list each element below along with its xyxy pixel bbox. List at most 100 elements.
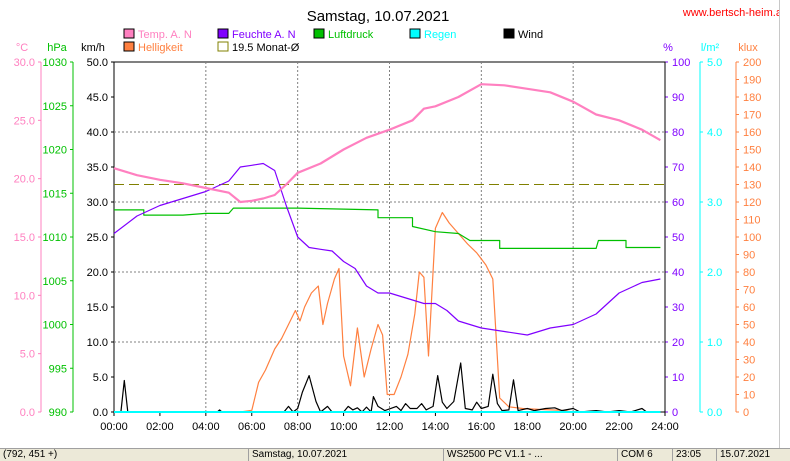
x-tick-label: 08:00 bbox=[284, 421, 312, 433]
wind-tick-label: 30.0 bbox=[87, 197, 108, 209]
light-tick-label: 200 bbox=[743, 57, 761, 69]
light-tick-label: 100 bbox=[743, 232, 761, 244]
light-tick-label: 180 bbox=[743, 92, 761, 104]
legend-swatch bbox=[409, 28, 421, 39]
rain-tick-label: 4.0 bbox=[707, 127, 722, 139]
status-port: COM 6 bbox=[617, 449, 671, 461]
humidity-tick-label: 0 bbox=[672, 407, 678, 419]
pressure-tick-label: 1015 bbox=[43, 188, 67, 200]
rain-tick-label: 5.0 bbox=[707, 57, 722, 69]
series-line-feuchte-a-n bbox=[113, 162, 661, 336]
legend: Temp. A. N Feuchte A. N Luftdruck Regen Wind… bbox=[123, 28, 543, 54]
light-tick-label: 30 bbox=[743, 355, 755, 367]
x-tick-label: 24:00 bbox=[651, 421, 679, 433]
humidity-tick-label: 10 bbox=[672, 372, 684, 384]
light-tick-label: 70 bbox=[743, 285, 755, 297]
legend-label: Luftdruck bbox=[328, 29, 374, 41]
legend-label: Regen bbox=[424, 29, 456, 41]
pressure-tick-label: 1000 bbox=[43, 320, 67, 332]
weather-chart: Samstag, 10.07.2021 www.bertsch-heim.at … bbox=[14, 7, 785, 433]
legend-swatch bbox=[313, 28, 325, 39]
pressure-axis-unit: hPa bbox=[47, 42, 67, 54]
x-tick-label: 00:00 bbox=[100, 421, 128, 433]
series-line-temp-a-n bbox=[113, 83, 661, 204]
humidity-tick-label: 90 bbox=[672, 92, 684, 104]
light-tick-label: 80 bbox=[743, 267, 755, 279]
legend-swatch bbox=[217, 41, 229, 52]
legend-swatch bbox=[503, 28, 515, 39]
status-date: Samstag, 10.07.2021 bbox=[248, 449, 442, 461]
pressure-tick-label: 990 bbox=[49, 407, 67, 419]
status-device: WS2500 PC V1.1 - ... bbox=[443, 449, 617, 461]
humidity-tick-label: 40 bbox=[672, 267, 684, 279]
rain-tick-label: 3.0 bbox=[707, 197, 722, 209]
temp-tick-label: 0.0 bbox=[20, 407, 35, 419]
legend-swatch bbox=[123, 41, 135, 52]
vertical-scrollbar[interactable] bbox=[779, 0, 790, 448]
humidity-tick-label: 50 bbox=[672, 232, 684, 244]
series-line-helligkeit bbox=[114, 211, 661, 413]
pressure-tick-label: 1025 bbox=[43, 101, 67, 113]
x-tick-label: 14:00 bbox=[422, 421, 450, 433]
light-tick-label: 120 bbox=[743, 197, 761, 209]
temp-tick-label: 25.0 bbox=[14, 115, 35, 127]
light-tick-label: 160 bbox=[743, 127, 761, 139]
watermark: www.bertsch-heim.at bbox=[682, 7, 785, 19]
wind-tick-label: 50.0 bbox=[87, 57, 108, 69]
light-tick-label: 20 bbox=[743, 372, 755, 384]
light-tick-label: 170 bbox=[743, 110, 761, 122]
light-tick-label: 130 bbox=[743, 180, 761, 192]
humidity-tick-label: 80 bbox=[672, 127, 684, 139]
x-tick-label: 10:00 bbox=[330, 421, 358, 433]
status-bar: (792, 451 +) Samstag, 10.07.2021 WS2500 … bbox=[0, 448, 790, 461]
x-tick-label: 06:00 bbox=[238, 421, 266, 433]
temp-axis-unit: °C bbox=[16, 42, 28, 54]
wind-tick-label: 20.0 bbox=[87, 267, 108, 279]
rain-tick-label: 0.0 bbox=[707, 407, 722, 419]
pressure-tick-label: 1030 bbox=[43, 57, 67, 69]
pressure-tick-label: 995 bbox=[49, 363, 67, 375]
right-axes: %0102030405060708090100l/m²0.01.02.03.04… bbox=[663, 42, 761, 419]
legend-label: Feuchte A. N bbox=[232, 29, 296, 41]
pressure-tick-label: 1005 bbox=[43, 276, 67, 288]
wind-tick-label: 5.0 bbox=[93, 372, 108, 384]
status-today: 15.07.2021 bbox=[716, 449, 782, 461]
plot-frame bbox=[113, 61, 666, 413]
light-tick-label: 60 bbox=[743, 302, 755, 314]
wind-tick-label: 10.0 bbox=[87, 337, 108, 349]
wind-tick-label: 15.0 bbox=[87, 302, 108, 314]
legend-label: Helligkeit bbox=[138, 42, 183, 54]
wind-tick-label: 25.0 bbox=[87, 232, 108, 244]
series-line-wind bbox=[114, 362, 647, 413]
pressure-tick-label: 1020 bbox=[43, 145, 67, 157]
rain-axis-unit: l/m² bbox=[701, 42, 720, 54]
humidity-tick-label: 30 bbox=[672, 302, 684, 314]
legend-label: Temp. A. N bbox=[138, 29, 192, 41]
light-tick-label: 40 bbox=[743, 337, 755, 349]
legend-label: Wind bbox=[518, 29, 543, 41]
wind-tick-label: 45.0 bbox=[87, 92, 108, 104]
light-tick-label: 110 bbox=[743, 215, 761, 227]
left-axes: °C 0.0 5.0 10.0 15.0 20.0 25.0 30.0 hPa 990 995 100… bbox=[14, 42, 115, 419]
x-tick-label: 20:00 bbox=[559, 421, 587, 433]
series-line-luftdruck bbox=[114, 207, 661, 249]
light-tick-label: 140 bbox=[743, 162, 761, 174]
temp-tick-label: 5.0 bbox=[20, 349, 35, 361]
legend-label: 19.5 Monat-Ø bbox=[232, 42, 300, 54]
temp-tick-label: 30.0 bbox=[14, 57, 35, 69]
wind-axis-unit: km/h bbox=[81, 42, 105, 54]
x-tick-label: 12:00 bbox=[376, 421, 404, 433]
temp-tick-label: 15.0 bbox=[14, 232, 35, 244]
light-tick-label: 90 bbox=[743, 250, 755, 262]
light-tick-label: 0 bbox=[743, 407, 749, 419]
wind-tick-label: 0.0 bbox=[93, 407, 108, 419]
light-tick-label: 150 bbox=[743, 145, 761, 157]
rain-tick-label: 1.0 bbox=[707, 337, 722, 349]
status-time: 23:05 bbox=[672, 449, 716, 461]
rain-tick-label: 2.0 bbox=[707, 267, 722, 279]
x-tick-label: 04:00 bbox=[192, 421, 220, 433]
light-tick-label: 10 bbox=[743, 390, 755, 402]
x-tick-label: 22:00 bbox=[605, 421, 633, 433]
humidity-tick-label: 60 bbox=[672, 197, 684, 209]
x-tick-label: 02:00 bbox=[146, 421, 174, 433]
